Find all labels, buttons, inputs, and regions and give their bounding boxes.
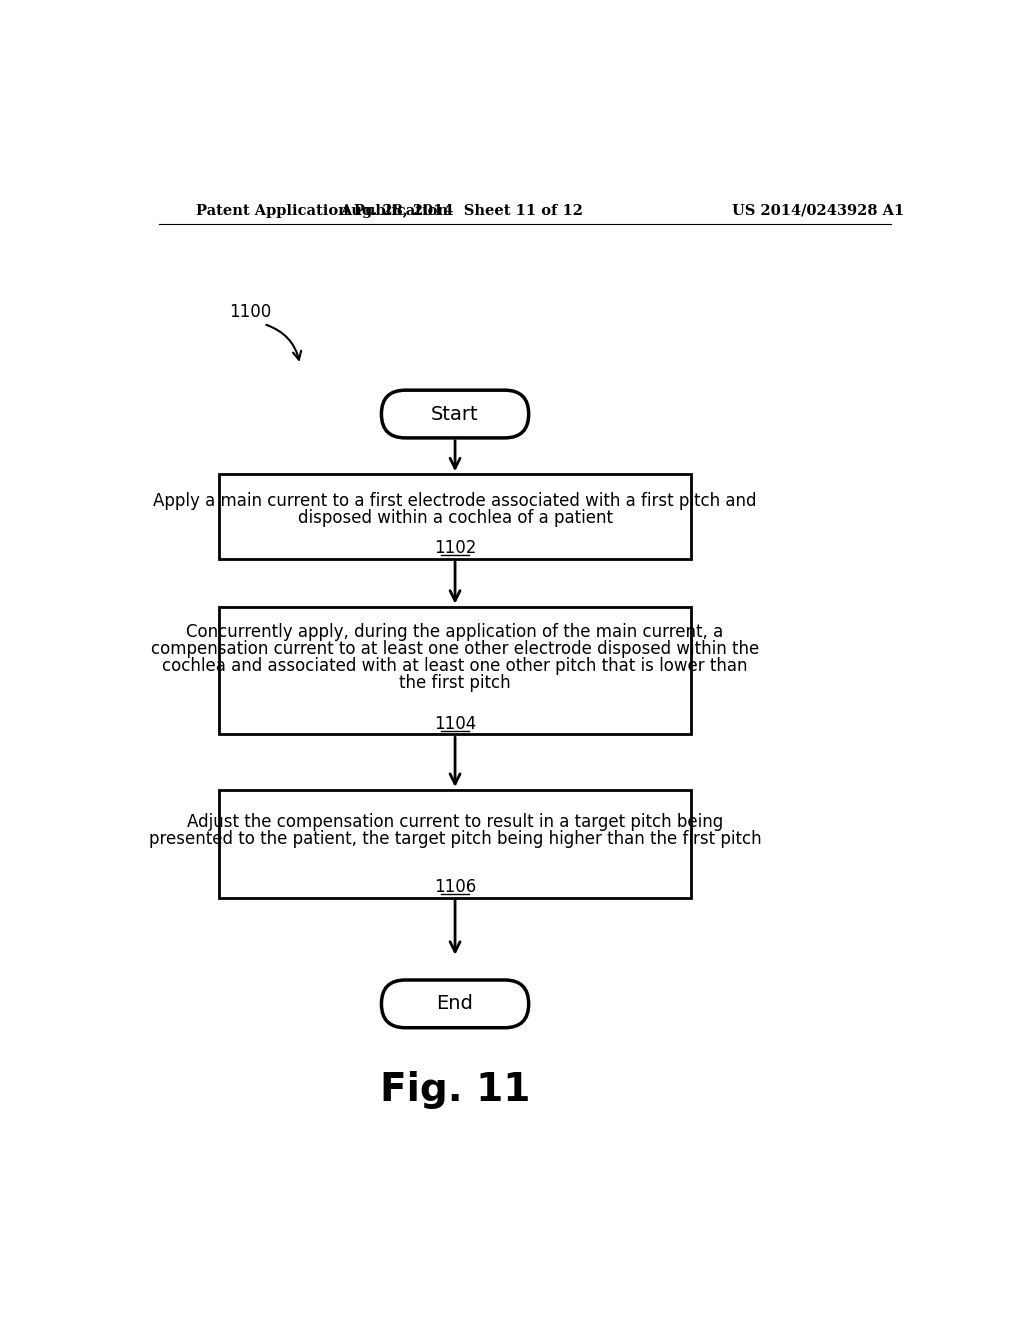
Text: 1102: 1102 <box>434 539 476 557</box>
Text: Adjust the compensation current to result in a target pitch being: Adjust the compensation current to resul… <box>187 813 723 832</box>
FancyBboxPatch shape <box>381 391 528 438</box>
Text: 1104: 1104 <box>434 714 476 733</box>
Text: Aug. 28, 2014  Sheet 11 of 12: Aug. 28, 2014 Sheet 11 of 12 <box>340 203 583 218</box>
Text: disposed within a cochlea of a patient: disposed within a cochlea of a patient <box>298 510 612 527</box>
Text: Start: Start <box>431 404 479 424</box>
Text: US 2014/0243928 A1: US 2014/0243928 A1 <box>732 203 905 218</box>
Text: Apply a main current to a first electrode associated with a first pitch and: Apply a main current to a first electrod… <box>154 492 757 511</box>
FancyBboxPatch shape <box>219 474 690 558</box>
Text: cochlea and associated with at least one other pitch that is lower than: cochlea and associated with at least one… <box>162 657 748 675</box>
Text: Fig. 11: Fig. 11 <box>380 1071 530 1109</box>
Text: End: End <box>436 994 473 1014</box>
FancyArrowPatch shape <box>266 325 301 360</box>
FancyBboxPatch shape <box>219 607 690 734</box>
Text: compensation current to at least one other electrode disposed within the: compensation current to at least one oth… <box>151 640 759 659</box>
Text: the first pitch: the first pitch <box>399 675 511 692</box>
Text: Patent Application Publication: Patent Application Publication <box>197 203 449 218</box>
Text: 1100: 1100 <box>228 304 271 321</box>
Text: 1106: 1106 <box>434 878 476 896</box>
Text: Concurrently apply, during the application of the main current, a: Concurrently apply, during the applicati… <box>186 623 724 642</box>
FancyBboxPatch shape <box>381 979 528 1028</box>
Text: presented to the patient, the target pitch being higher than the first pitch: presented to the patient, the target pit… <box>148 830 762 849</box>
FancyBboxPatch shape <box>219 789 690 898</box>
